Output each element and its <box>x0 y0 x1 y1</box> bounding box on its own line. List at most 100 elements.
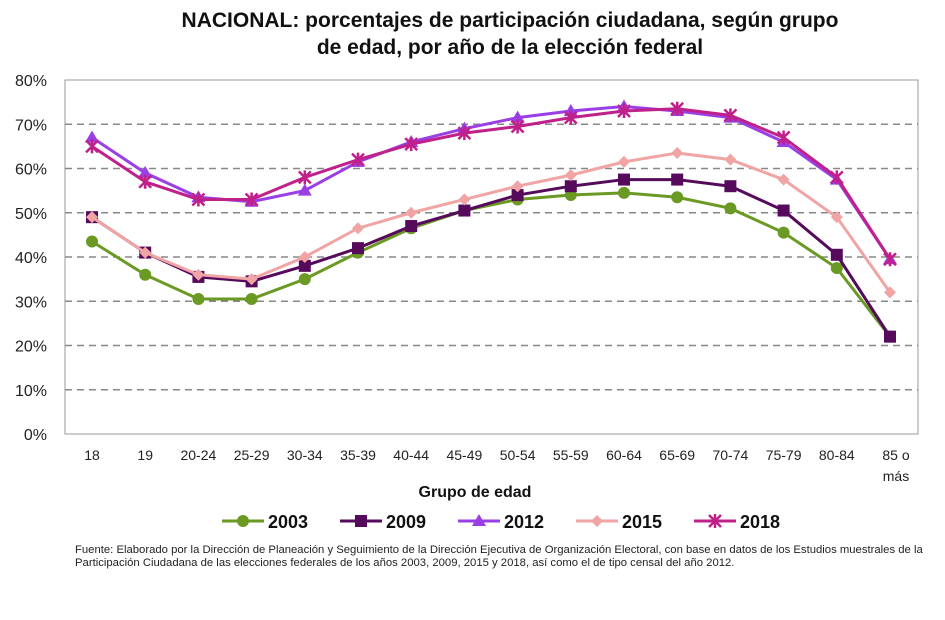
marker-circle <box>245 293 258 306</box>
marker-circle <box>192 293 205 306</box>
series-2015 <box>86 147 896 299</box>
x-tick-label: 35-39 <box>340 447 376 463</box>
x-tick-label: 50-54 <box>500 447 536 463</box>
y-tick-label: 40% <box>15 250 47 267</box>
chart-title-line-1: NACIONAL: porcentajes de participación c… <box>181 9 839 32</box>
legend-label: 2012 <box>504 512 544 532</box>
marker-star <box>457 126 472 141</box>
marker-square <box>724 180 737 193</box>
legend-item-2003: 2003 <box>222 512 308 532</box>
marker-square <box>405 220 418 233</box>
marker-diamond <box>724 153 737 166</box>
x-tick-label: 19 <box>137 447 153 463</box>
legend-label: 2009 <box>386 512 426 532</box>
marker-star <box>138 174 153 189</box>
marker-circle <box>724 202 737 215</box>
marker-diamond <box>830 211 843 224</box>
marker-diamond <box>511 180 524 193</box>
marker-square <box>618 173 630 186</box>
y-tick-label: 50% <box>15 206 47 223</box>
marker-diamond <box>458 193 471 206</box>
marker-square <box>458 204 471 217</box>
marker-square <box>777 204 790 217</box>
marker-circle <box>139 268 152 281</box>
x-tick-label: 65-69 <box>659 447 695 463</box>
marker-star <box>829 170 844 185</box>
marker-diamond <box>245 273 258 286</box>
y-tick-label: 30% <box>15 294 47 311</box>
marker-star <box>708 514 722 528</box>
x-tick-label: 20-24 <box>180 447 216 463</box>
marker-circle <box>618 186 630 199</box>
x-tick-label: 85 o más <box>882 447 909 484</box>
y-tick-label: 60% <box>15 162 47 179</box>
marker-diamond <box>618 155 630 168</box>
chart-title: NACIONAL: porcentajes de participación c… <box>60 7 945 61</box>
marker-circle <box>777 226 790 239</box>
marker-diamond <box>777 173 790 186</box>
marker-diamond <box>591 515 603 527</box>
x-tick-label: 75-79 <box>766 447 802 463</box>
marker-star <box>670 101 685 116</box>
marker-square <box>564 180 577 193</box>
series-line <box>91 107 892 261</box>
marker-diamond <box>298 251 311 263</box>
line-chart: 0% 10% 20% 30% 40% 50% 60% 70% 80% 18 19 20-24 25-29… <box>15 73 919 532</box>
y-tick-label: 0% <box>24 427 47 444</box>
marker-triangle <box>297 183 312 196</box>
marker-square <box>298 259 311 272</box>
footnote: Fuente: Elaborado por la Dirección de Pl… <box>75 544 923 569</box>
y-tick-label: 20% <box>15 339 47 356</box>
marker-diamond <box>671 147 684 160</box>
marker-star <box>510 119 525 134</box>
marker-star <box>244 192 259 207</box>
marker-diamond <box>86 211 98 224</box>
y-tick-label: 10% <box>15 383 47 400</box>
marker-star <box>883 252 897 267</box>
legend-label: 2003 <box>268 512 308 532</box>
marker-star <box>723 108 738 123</box>
x-tick-label: 80-84 <box>819 447 855 463</box>
legend-label: 2015 <box>622 512 662 532</box>
marker-diamond <box>564 169 577 182</box>
legend-item-2015: 2015 <box>576 512 662 532</box>
x-tick-label: 45-49 <box>446 447 482 463</box>
legend-item-2009: 2009 <box>340 512 426 532</box>
x-tick-label: 30-34 <box>287 447 323 463</box>
x-tick-label: 55-59 <box>553 447 589 463</box>
chart-title-line-2: de edad, por año de la elección federal <box>316 36 704 59</box>
marker-circle <box>298 273 311 286</box>
marker-square <box>884 330 896 343</box>
marker-square <box>830 248 843 261</box>
marker-triangle <box>472 514 486 526</box>
marker-star <box>563 110 578 125</box>
marker-star <box>191 192 206 207</box>
marker-circle <box>237 515 249 527</box>
marker-star <box>617 103 631 118</box>
series-2018 <box>85 101 897 267</box>
marker-square <box>352 242 364 255</box>
marker-star <box>85 139 99 154</box>
x-tick-label: 40-44 <box>393 447 429 463</box>
y-tick-label: 80% <box>15 73 47 90</box>
marker-triangle <box>510 110 525 123</box>
marker-star <box>404 137 419 152</box>
marker-square <box>671 173 684 186</box>
series-line <box>91 191 892 338</box>
x-tick-label: 25-29 <box>234 447 270 463</box>
marker-triangle <box>85 130 99 143</box>
series-line <box>91 178 892 338</box>
marker-circle <box>86 235 98 248</box>
marker-diamond <box>139 246 152 259</box>
marker-diamond <box>884 286 896 299</box>
marker-circle <box>830 262 843 275</box>
x-tick-label: 18 <box>84 447 100 463</box>
series-line <box>91 151 892 294</box>
legend-item-2018: 2018 <box>694 512 780 532</box>
legend-label: 2018 <box>740 512 780 532</box>
marker-square <box>355 515 367 527</box>
marker-circle <box>671 191 684 204</box>
marker-star <box>297 170 312 185</box>
marker-star <box>351 152 365 167</box>
legend-item-2012: 2012 <box>458 512 544 532</box>
